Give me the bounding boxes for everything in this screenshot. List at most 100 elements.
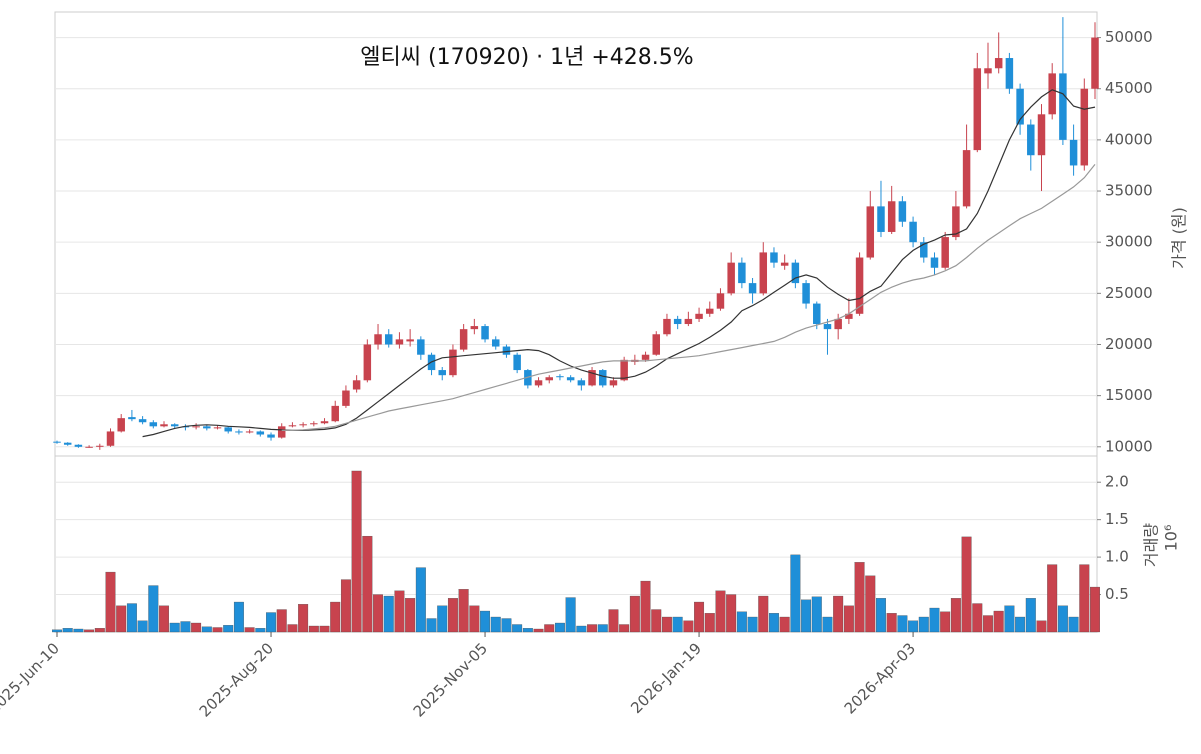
candle-body (320, 421, 329, 424)
y-tick-label: 40000 (1105, 130, 1153, 148)
candle-body (834, 318, 842, 330)
volume-tick-label: 2.0 (1105, 473, 1129, 491)
candle-body (160, 424, 168, 427)
candle-body (406, 339, 414, 342)
x-tick-label: 2025-Jun-10 (0, 639, 63, 717)
volume-bar (929, 607, 940, 633)
volume-bar (1057, 605, 1068, 633)
volume-bar (244, 627, 255, 633)
y-tick-label: 15000 (1105, 386, 1153, 404)
candle-body (706, 308, 714, 314)
volume-bar (886, 613, 897, 633)
volume-bar (512, 624, 523, 633)
candle-body (128, 417, 136, 420)
candle-body (887, 201, 896, 232)
candle-body (74, 444, 83, 447)
volume-bar (1068, 616, 1079, 633)
y-tick-label: 20000 (1105, 335, 1153, 353)
candle-body (138, 419, 147, 423)
volume-bar (587, 624, 598, 633)
candle-body (641, 354, 650, 360)
x-tick-label: 2025-Nov-05 (410, 639, 491, 720)
candle-body (802, 283, 810, 304)
volume-bar (972, 603, 983, 633)
candle-body (556, 376, 564, 378)
volume-bar (437, 605, 448, 633)
candle-body (288, 425, 297, 427)
y-tick-label: 25000 (1105, 284, 1153, 302)
volume-bar (223, 625, 234, 633)
volume-bar (747, 616, 758, 633)
candle-body (738, 262, 746, 284)
candle-body (192, 426, 200, 428)
volume-bar (672, 616, 683, 633)
volume-bar (779, 616, 790, 633)
moving-average-line (281, 164, 1096, 431)
volume-bar (715, 590, 726, 633)
volume-bar (480, 610, 491, 633)
price-panel (54, 11, 1098, 457)
volume-bar (447, 598, 458, 633)
volume-bar (405, 598, 416, 633)
candle-body (1059, 73, 1067, 140)
candle-body (1027, 124, 1035, 156)
candle-body (566, 377, 575, 381)
volume-bar (565, 597, 576, 633)
volume-tick-label: 1.0 (1105, 548, 1129, 566)
candle-body (384, 334, 393, 345)
volume-bar (159, 605, 169, 633)
volume-bar (640, 580, 651, 633)
candle-body (342, 390, 350, 406)
volume-axis-label: 거래량 (1142, 523, 1161, 567)
candle-body (791, 262, 800, 284)
candle-body (813, 303, 821, 325)
volume-bar (619, 624, 630, 633)
candle-body (363, 344, 372, 381)
volume-bar (169, 622, 180, 633)
volume-bar (822, 616, 833, 633)
y-tick-label: 30000 (1105, 233, 1153, 251)
volume-bar (201, 626, 212, 633)
candle-body (491, 339, 500, 347)
candle-body (748, 283, 757, 294)
candle-body (513, 354, 521, 371)
candle-body (952, 206, 960, 238)
volume-bar (233, 601, 244, 633)
volume-bar (694, 601, 705, 633)
volume-bar (126, 603, 137, 633)
candle-body (534, 380, 543, 386)
volume-bar (330, 601, 341, 633)
candle-body (1080, 88, 1089, 166)
volume-bar (683, 620, 694, 633)
volume-bar (212, 627, 223, 633)
candle-body (245, 431, 254, 433)
candle-body (310, 423, 318, 425)
volume-bar (1025, 598, 1036, 633)
volume-bar (1036, 620, 1047, 633)
volume-bar (191, 622, 202, 633)
candle-body (823, 324, 832, 330)
volume-bar (608, 609, 619, 633)
volume-tick-label: 1.5 (1105, 510, 1129, 528)
volume-bar (1090, 586, 1100, 633)
chart-title: 엘티씨 (170920) · 1년 +428.5% (360, 45, 693, 70)
candle-body (930, 257, 939, 268)
candle-body (459, 329, 468, 350)
volume-bar (769, 613, 779, 633)
volume-bar (865, 575, 876, 633)
candle-body (577, 380, 586, 386)
y-tick-label: 10000 (1105, 437, 1153, 455)
candle-body (962, 150, 971, 207)
candle-body (1091, 37, 1099, 89)
volume-bar (811, 596, 822, 633)
volume-bar (116, 605, 127, 633)
candle-body (716, 293, 725, 309)
volume-bar (469, 605, 480, 633)
candle-body (63, 442, 72, 445)
candle-body (277, 426, 286, 438)
volume-bar (148, 585, 159, 633)
candle-body (652, 334, 661, 355)
candle-body (984, 68, 992, 74)
volume-bar (876, 598, 886, 633)
candle-body (673, 318, 682, 325)
